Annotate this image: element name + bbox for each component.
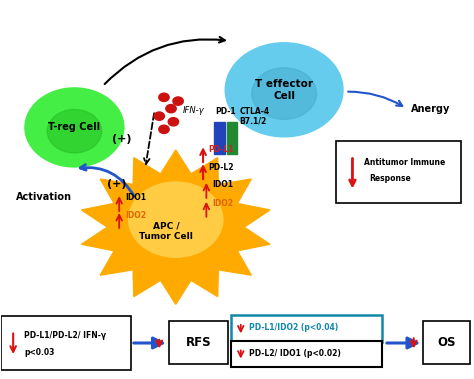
- Circle shape: [159, 93, 169, 102]
- Circle shape: [128, 182, 223, 257]
- Text: Anergy: Anergy: [411, 103, 451, 114]
- Circle shape: [154, 112, 164, 120]
- FancyBboxPatch shape: [423, 321, 470, 365]
- Text: RFS: RFS: [185, 336, 211, 349]
- Text: PD-L1/PD-L2/ IFN-γ: PD-L1/PD-L2/ IFN-γ: [24, 331, 106, 340]
- Text: CTLA-4: CTLA-4: [239, 107, 270, 116]
- Text: IDO2: IDO2: [125, 211, 146, 219]
- FancyBboxPatch shape: [227, 122, 237, 154]
- Text: PD-L2/ IDO1 (p<0.02): PD-L2/ IDO1 (p<0.02): [249, 349, 341, 358]
- Text: PD-1: PD-1: [215, 107, 236, 116]
- Text: Activation: Activation: [16, 192, 72, 202]
- Text: Response: Response: [369, 174, 410, 183]
- Text: Antitumor Immune: Antitumor Immune: [364, 158, 446, 167]
- FancyBboxPatch shape: [1, 316, 131, 370]
- Circle shape: [252, 68, 317, 119]
- Circle shape: [47, 110, 101, 153]
- Circle shape: [225, 43, 343, 137]
- FancyBboxPatch shape: [169, 321, 228, 365]
- Polygon shape: [82, 150, 270, 304]
- Text: OS: OS: [438, 336, 456, 349]
- FancyBboxPatch shape: [336, 141, 461, 203]
- Circle shape: [166, 105, 176, 113]
- Circle shape: [168, 117, 179, 126]
- FancyBboxPatch shape: [231, 341, 382, 368]
- Text: IDO1: IDO1: [125, 193, 146, 202]
- Text: IFN-γ: IFN-γ: [183, 106, 204, 115]
- Text: PD-L2: PD-L2: [208, 163, 233, 172]
- Text: p<0.03: p<0.03: [24, 348, 55, 357]
- Text: (+): (+): [112, 134, 131, 144]
- Circle shape: [159, 125, 169, 133]
- FancyBboxPatch shape: [214, 122, 225, 154]
- Text: T-reg Cell: T-reg Cell: [48, 122, 100, 132]
- Circle shape: [173, 97, 183, 105]
- Text: T effector
Cell: T effector Cell: [255, 79, 313, 100]
- Text: IDO1: IDO1: [212, 180, 233, 189]
- Text: APC /
Tumor Cell: APC / Tumor Cell: [139, 221, 193, 241]
- Text: PD-L1: PD-L1: [208, 146, 233, 155]
- FancyBboxPatch shape: [231, 315, 382, 342]
- Text: IDO2: IDO2: [212, 199, 233, 208]
- Text: PD-L1/IDO2 (p<0.04): PD-L1/IDO2 (p<0.04): [249, 323, 338, 332]
- Text: B7.1/2: B7.1/2: [239, 116, 266, 125]
- Text: (+): (+): [107, 179, 127, 189]
- Circle shape: [25, 88, 124, 167]
